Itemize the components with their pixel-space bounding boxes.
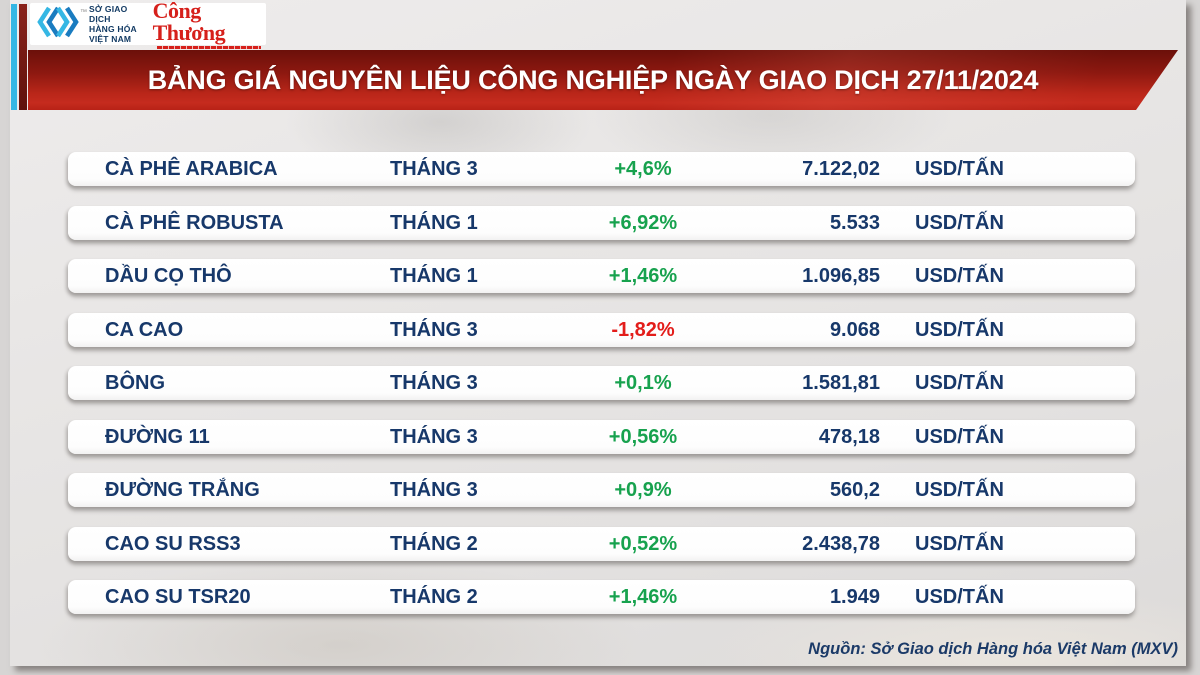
commodity-name: ĐƯỜNG TRẮNG — [105, 479, 260, 501]
trademark-symbol: ™ — [80, 9, 87, 16]
price-unit: USD/TẤN — [915, 318, 1004, 341]
price-unit: USD/TẤN — [915, 425, 1004, 448]
change-percent: +1,46% — [608, 265, 678, 287]
accent-stripe-cyan — [11, 4, 17, 110]
price-unit: USD/TẤN — [915, 211, 1004, 234]
contract-month: THÁNG 3 — [390, 158, 478, 180]
accent-stripe-maroon — [19, 4, 27, 110]
contract-month: THÁNG 2 — [390, 532, 478, 555]
change-percent: +0,9% — [614, 479, 672, 501]
contract-month: THÁNG 1 — [390, 211, 478, 234]
price-value: 560,2 — [829, 479, 880, 501]
price-value: 7.122,02 — [802, 158, 880, 180]
change-percent: +6,92% — [608, 211, 678, 234]
commodity-name: BÔNG — [105, 372, 165, 394]
contract-month: THÁNG 3 — [390, 318, 478, 341]
mxv-name-line3: VIỆT NAM — [89, 34, 132, 45]
congthuong-logo-text: Công Thương — [152, 0, 226, 45]
mxv-logo-name: SỞ GIAO DỊCH HÀNG HÓA VIỆT NAM — [89, 4, 146, 45]
table-row: CÀ PHÊ ARABICA THÁNG 3 +4,6% 7.122,02 US… — [68, 152, 1135, 186]
commodity-name: CAO SU RSS3 — [105, 532, 241, 555]
contract-month: THÁNG 1 — [390, 265, 478, 287]
contract-month: THÁNG 3 — [390, 372, 478, 394]
price-value: 1.949 — [829, 586, 880, 608]
price-value: 2.438,78 — [802, 532, 880, 555]
mxv-name-line1: SỞ GIAO DỊCH — [89, 3, 128, 24]
table-row: BÔNG THÁNG 3 +0,1% 1.581,81 USD/TẤN — [68, 366, 1135, 400]
contract-month: THÁNG 3 — [390, 425, 478, 448]
price-value: 1.096,85 — [802, 265, 880, 287]
contract-month: THÁNG 3 — [390, 479, 478, 501]
price-value: 478,18 — [818, 425, 880, 448]
commodity-name: CA CAO — [105, 318, 184, 341]
price-unit: USD/TẤN — [915, 532, 1004, 555]
commodity-name: CÀ PHÊ ROBUSTA — [105, 211, 284, 234]
mxv-logo-icon — [37, 5, 79, 44]
change-percent: +0,1% — [614, 372, 672, 394]
price-value: 1.581,81 — [802, 372, 880, 394]
contract-month: THÁNG 2 — [390, 586, 478, 608]
table-row: CAO SU RSS3 THÁNG 2 +0,52% 2.438,78 USD/… — [68, 526, 1135, 561]
price-unit: USD/TẤN — [915, 479, 1004, 501]
page-title: BẢNG GIÁ NGUYÊN LIỆU CÔNG NGHIỆP NGÀY GI… — [147, 64, 1039, 95]
price-unit: USD/TẤN — [915, 586, 1004, 608]
table-row: CA CAO THÁNG 3 -1,82% 9.068 USD/TẤN — [68, 312, 1135, 347]
congthuong-logo: Công Thương — [153, 0, 266, 49]
source-credit: Nguồn: Sở Giao dịch Hàng hóa Việt Nam (M… — [808, 640, 1178, 658]
table-row: CAO SU TSR20 THÁNG 2 +1,46% 1.949 USD/TẤ… — [68, 580, 1135, 614]
table-row: CÀ PHÊ ROBUSTA THÁNG 1 +6,92% 5.533 USD/… — [68, 205, 1135, 240]
table-row: ĐƯỜNG 11 THÁNG 3 +0,56% 478,18 USD/TẤN — [68, 419, 1135, 454]
commodity-name: CAO SU TSR20 — [105, 586, 251, 608]
change-percent: +0,52% — [608, 532, 678, 555]
change-percent: +4,6% — [614, 158, 672, 180]
mxv-name-line2: HÀNG HÓA — [89, 24, 137, 34]
commodity-name: ĐƯỜNG 11 — [105, 425, 210, 448]
change-percent: +1,46% — [608, 586, 678, 608]
price-unit: USD/TẤN — [915, 265, 1004, 287]
price-unit: USD/TẤN — [915, 158, 1004, 180]
congthuong-logo-tagline-bar — [157, 45, 262, 49]
commodity-name: CÀ PHÊ ARABICA — [105, 158, 278, 180]
table-row: ĐƯỜNG TRẮNG THÁNG 3 +0,9% 560,2 USD/TẤN — [68, 473, 1135, 507]
price-value: 5.533 — [829, 211, 880, 234]
title-banner: BẢNG GIÁ NGUYÊN LIỆU CÔNG NGHIỆP NGÀY GI… — [28, 50, 1178, 110]
logo-box: ™ SỞ GIAO DỊCH HÀNG HÓA VIỆT NAM Công Th… — [30, 0, 266, 49]
change-percent: -1,82% — [611, 318, 675, 341]
price-unit: USD/TẤN — [915, 372, 1004, 394]
price-table: CÀ PHÊ ARABICA THÁNG 3 +4,6% 7.122,02 US… — [68, 152, 1135, 614]
change-percent: +0,56% — [608, 425, 678, 448]
commodity-name: DẦU CỌ THÔ — [105, 265, 232, 287]
table-row: DẦU CỌ THÔ THÁNG 1 +1,46% 1.096,85 USD/T… — [68, 259, 1135, 293]
price-value: 9.068 — [829, 318, 880, 341]
